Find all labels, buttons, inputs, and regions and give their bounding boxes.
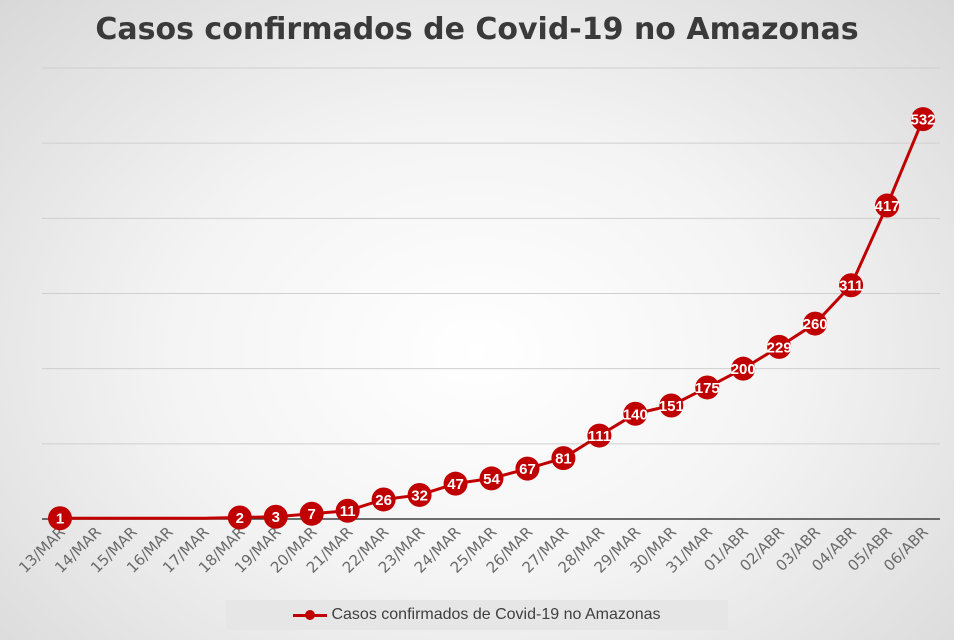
data-point: [227, 505, 252, 530]
data-point: [623, 401, 648, 426]
data-label: 417: [875, 198, 900, 215]
data-label: 26: [375, 492, 392, 509]
data-label: 532: [910, 112, 935, 129]
data-point: [839, 273, 864, 298]
data-point: [659, 393, 684, 418]
data-point: [551, 446, 576, 471]
data-point: [443, 471, 468, 496]
data-label: 81: [555, 451, 572, 468]
data-point: [299, 501, 324, 526]
data-label: 2: [236, 510, 244, 527]
data-label: 1: [56, 511, 64, 528]
data-label: 32: [411, 487, 428, 504]
data-point: [263, 504, 288, 529]
data-label: 175: [695, 380, 720, 397]
data-label: 67: [519, 461, 536, 478]
data-label: 229: [767, 339, 792, 356]
chart-title: Casos confirmados de Covid-19 no Amazona…: [95, 12, 859, 47]
data-label: 311: [839, 278, 863, 295]
data-point: [803, 311, 828, 336]
data-label: 140: [623, 406, 648, 423]
data-label: 7: [308, 506, 316, 523]
series-line: [60, 118, 925, 520]
data-label: 54: [483, 471, 500, 488]
data-point: [695, 375, 720, 400]
legend: Casos confirmados de Covid-19 no Amazona…: [226, 600, 728, 630]
legend-marker-icon: [293, 608, 328, 622]
data-point: [371, 487, 396, 512]
data-point: [335, 498, 360, 523]
data-point: [515, 456, 540, 481]
data-label: 200: [731, 361, 756, 378]
data-point: [587, 423, 612, 448]
data-point: [875, 193, 900, 218]
data-label: 111: [588, 428, 611, 445]
data-point: [407, 482, 432, 507]
data-point: [767, 334, 792, 359]
data-label: 47: [447, 476, 464, 493]
data-point: [911, 107, 935, 132]
data-point: [48, 506, 72, 531]
data-point: [731, 356, 756, 381]
data-label: 151: [659, 398, 684, 415]
data-point: [479, 466, 504, 491]
data-label: 3: [272, 509, 280, 526]
legend-label: Casos confirmados de Covid-19 no Amazona…: [331, 606, 661, 623]
data-label: 11: [340, 503, 356, 520]
data-label: 260: [803, 316, 828, 333]
